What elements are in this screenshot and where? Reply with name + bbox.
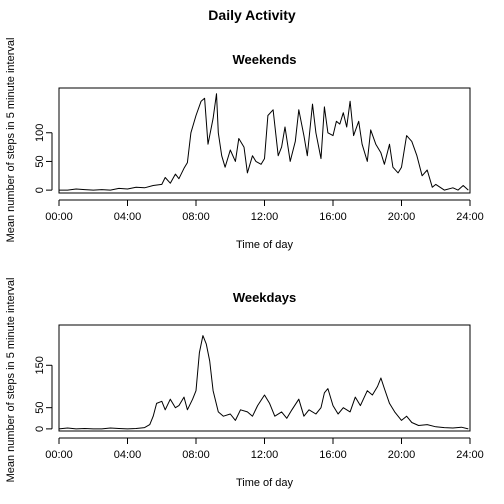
- x-tick-label: 24:00: [456, 449, 484, 461]
- y-tick-label: 0: [34, 187, 46, 193]
- panel-title: Weekdays: [233, 290, 296, 305]
- x-tick-label: 12:00: [251, 449, 279, 461]
- y-tick-label: 100: [34, 124, 46, 142]
- x-tick-label: 20:00: [388, 449, 416, 461]
- x-tick-label: 16:00: [319, 211, 347, 223]
- panel-weekdays: Weekdays 00:00 04:00 08:00 12:00 16:00 20:00 24…: [34, 290, 484, 489]
- x-tick-label: 00:00: [45, 449, 73, 461]
- x-tick-label: 04:00: [114, 449, 142, 461]
- x-tick-label: 04:00: [114, 211, 142, 223]
- main-title: Daily Activity: [208, 7, 296, 23]
- x-tick-label: 08:00: [182, 211, 210, 223]
- x-tick-label: 00:00: [45, 211, 73, 223]
- x-tick-label: 20:00: [388, 211, 416, 223]
- y-tick-label: 50: [34, 155, 46, 167]
- plot-frame: [58, 324, 471, 432]
- y-tick-label: 50: [34, 402, 46, 414]
- plot-frame: [58, 87, 471, 194]
- y-tick-label: 0: [34, 426, 46, 432]
- x-tick-label: 08:00: [182, 449, 210, 461]
- x-tick-label: 24:00: [456, 211, 484, 223]
- panel-title: Weekends: [232, 52, 296, 67]
- y-axis-label: Mean number of steps in 5 minute interva…: [5, 38, 17, 243]
- x-axis-label: Time of day: [236, 239, 294, 251]
- x-tick-label: 16:00: [319, 449, 347, 461]
- series-line: [59, 93, 469, 191]
- panel-weekends: Weekends 00:00 04:00 08:00 12:00 16:00 20:00 24…: [34, 52, 484, 251]
- y-tick-label: 150: [34, 356, 46, 374]
- series-line: [58, 335, 469, 430]
- x-axis-label: Time of day: [236, 477, 294, 489]
- x-tick-label: 12:00: [251, 211, 279, 223]
- y-axis-label-lower: Mean number of steps in 5 minute interva…: [5, 278, 17, 483]
